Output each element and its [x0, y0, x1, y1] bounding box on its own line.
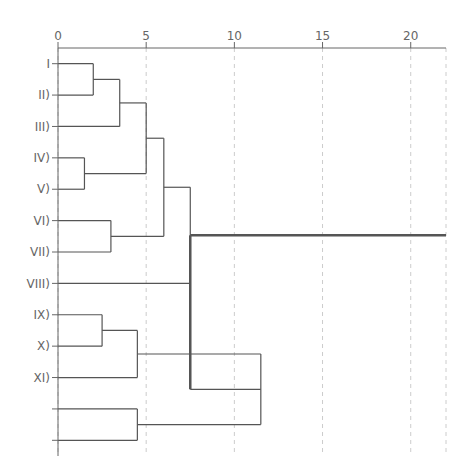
svg-text:IX): IX): [34, 308, 50, 322]
svg-text:III): III): [35, 120, 50, 134]
svg-text:V): V): [37, 182, 50, 196]
svg-text:II): II): [38, 88, 50, 102]
svg-text:X): X): [37, 339, 50, 353]
svg-text:VII): VII): [30, 245, 50, 259]
svg-text:VI): VI): [34, 214, 50, 228]
svg-text:XI): XI): [34, 371, 50, 385]
svg-text:0: 0: [54, 29, 62, 43]
svg-text:I: I: [46, 57, 50, 71]
svg-text:20: 20: [403, 29, 418, 43]
svg-text:IV): IV): [34, 151, 50, 165]
svg-text:VIII): VIII): [26, 277, 50, 291]
svg-text:15: 15: [315, 29, 330, 43]
svg-text:10: 10: [227, 29, 242, 43]
svg-text:5: 5: [142, 29, 150, 43]
